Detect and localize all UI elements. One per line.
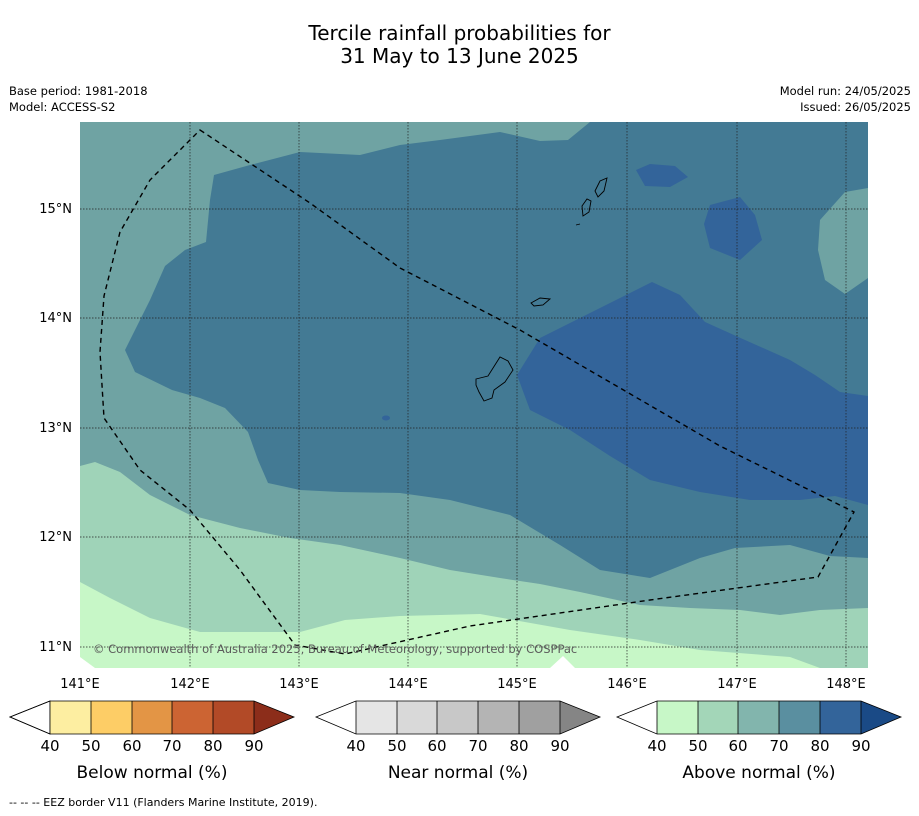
cb-tick: 60 [427,737,446,755]
cb-tick: 60 [728,737,747,755]
lon-label: 141°E [60,677,100,692]
cb-above-swatch-1 [657,701,698,734]
cb-below-swatch-3 [132,701,172,734]
cb-near-high-arrow [560,701,600,734]
lat-label: 13°N [39,421,72,436]
cb-tick: 90 [244,737,263,755]
chart-title: Tercile rainfall probabilities for 31 Ma… [0,22,919,68]
contour-above-80-90-small [636,164,688,187]
cb-near-low-arrow [316,701,356,734]
cb-above-swatch-5 [820,701,861,734]
cb-tick: 50 [688,737,707,755]
cb-above-low-arrow [617,701,657,734]
model-name: Model: ACCESS-S2 [9,100,116,114]
cb-above-swatch-3 [738,701,779,734]
island-guam [475,356,514,402]
cb-tick: 50 [81,737,100,755]
cb-below-low-arrow [8,700,51,735]
cb-above-high-arrow [861,701,901,734]
eez-border [99,129,855,655]
cb-tick: 40 [346,737,365,755]
cb-below-swatch-2 [91,701,132,734]
title-line-1: Tercile rainfall probabilities for [308,21,611,45]
lon-label: 145°E [497,677,537,692]
cb-near-swatch-3 [437,701,478,734]
gridlines [80,122,868,668]
meta-right: Model run: 24/05/2025 Issued: 26/05/2025 [780,83,911,115]
lon-label: 146°E [607,677,647,692]
cb-near-swatch-1 [356,701,397,734]
island-tinian [581,198,592,217]
lat-label: 14°N [39,311,72,326]
lon-label: 144°E [388,677,428,692]
colorbar-below-normal: 40 50 60 70 80 90 Below normal (%) [8,700,296,783]
model-run: Model run: 24/05/2025 [779,84,911,98]
cb-tick: 70 [468,737,487,755]
colorbar-above-normal: 40 50 60 70 80 90 Above normal (%) [615,700,903,783]
cb-near-swatch-5 [519,701,560,734]
cb-tick: 80 [509,737,528,755]
cb-near-title: Near normal (%) [388,763,528,783]
title-line-2: 31 May to 13 June 2025 [340,44,579,68]
contour-above-80-90 [517,282,868,505]
cb-tick: 40 [40,737,59,755]
lon-labels: 141°E 142°E 143°E 144°E 145°E 146°E 147°… [60,677,866,692]
colorbar-near-normal: 40 50 60 70 80 90 Near normal (%) [314,700,602,783]
cb-tick: 90 [851,737,870,755]
cb-above-swatch-4 [779,701,820,734]
island-rota [530,297,552,307]
cb-tick: 70 [162,737,181,755]
cb-tick: 70 [769,737,788,755]
copyright-text: © Commonwealth of Australia 2025, Bureau… [93,642,577,656]
island-saipan [594,177,608,198]
island-aguijan [575,223,581,226]
contour-spot [382,415,390,421]
footer-note: -- -- -- EEZ border V11 (Flanders Marine… [9,796,318,809]
lat-labels: 15°N 14°N 13°N 12°N 11°N [39,202,72,655]
cb-tick: 80 [810,737,829,755]
meta-left: Base period: 1981-2018 Model: ACCESS-S2 [9,83,148,115]
cb-near-swatch-4 [478,701,519,734]
lat-label: 12°N [39,530,72,545]
lon-label: 143°E [279,677,319,692]
cb-below-swatch-4 [172,701,213,734]
cb-below-swatch-1 [50,701,91,734]
lat-label: 15°N [39,202,72,217]
cb-tick: 50 [387,737,406,755]
issued-date: Issued: 26/05/2025 [800,100,911,114]
cb-tick: 40 [647,737,666,755]
cb-near-swatch-2 [397,701,437,734]
cb-below-title: Below normal (%) [77,763,228,783]
contour-above-80-90-north [704,197,762,260]
cb-above-swatch-2 [698,701,738,734]
cb-tick: 60 [122,737,141,755]
lat-label: 11°N [39,640,72,655]
cb-tick: 80 [203,737,222,755]
cb-tick: 90 [550,737,569,755]
cb-below-swatch-5 [213,701,254,734]
cb-above-title: Above normal (%) [682,763,835,783]
lon-label: 148°E [826,677,866,692]
lon-label: 142°E [170,677,210,692]
masked-areas [80,656,575,668]
lon-label: 147°E [717,677,757,692]
base-period: Base period: 1981-2018 [9,84,148,98]
islands [475,177,608,402]
cb-below-high-arrow [254,701,294,734]
